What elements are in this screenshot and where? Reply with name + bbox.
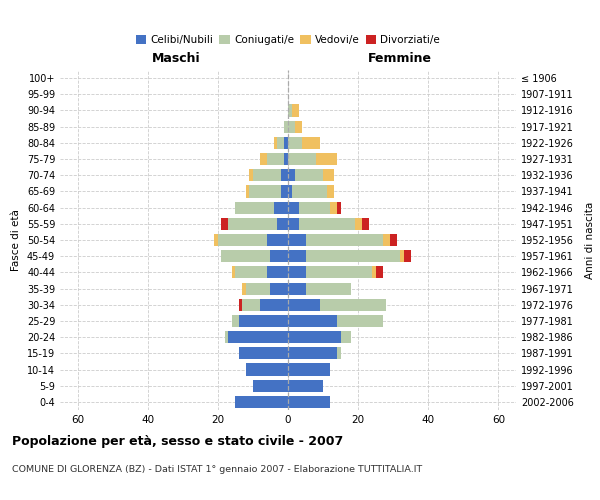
Bar — [400, 250, 404, 262]
Bar — [288, 218, 299, 230]
Bar — [341, 331, 351, 343]
Bar — [288, 331, 341, 343]
Bar — [277, 137, 284, 149]
Bar — [235, 266, 267, 278]
Bar — [337, 202, 341, 213]
Bar — [288, 250, 305, 262]
Bar — [284, 137, 288, 149]
Legend: Celibi/Nubili, Coniugati/e, Vedovi/e, Divorziati/e: Celibi/Nubili, Coniugati/e, Vedovi/e, Di… — [131, 31, 445, 50]
Text: Maschi: Maschi — [151, 52, 200, 65]
Bar — [235, 202, 274, 213]
Bar — [239, 348, 288, 360]
Bar — [260, 153, 267, 165]
Bar — [288, 234, 305, 246]
Bar — [288, 104, 292, 117]
Bar — [404, 250, 411, 262]
Y-axis label: Anni di nascita: Anni di nascita — [585, 202, 595, 278]
Bar — [253, 169, 281, 181]
Bar — [288, 315, 337, 327]
Bar — [383, 234, 390, 246]
Bar — [242, 298, 260, 311]
Bar — [299, 202, 330, 213]
Bar — [221, 218, 229, 230]
Bar — [239, 298, 242, 311]
Bar — [225, 331, 229, 343]
Bar — [271, 250, 288, 262]
Bar — [288, 153, 316, 165]
Bar — [305, 234, 383, 246]
Bar — [284, 153, 288, 165]
Bar — [229, 331, 288, 343]
Bar — [326, 186, 334, 198]
Bar — [288, 266, 305, 278]
Bar — [337, 348, 341, 360]
Bar — [229, 218, 277, 230]
Bar — [288, 120, 295, 132]
Bar — [330, 202, 337, 213]
Bar — [288, 282, 305, 294]
Bar — [232, 315, 239, 327]
Bar — [288, 202, 299, 213]
Bar — [323, 169, 334, 181]
Bar — [288, 348, 337, 360]
Bar — [288, 396, 330, 408]
Bar — [242, 282, 246, 294]
Bar — [376, 266, 383, 278]
Bar — [281, 186, 288, 198]
Bar — [305, 250, 400, 262]
Bar — [292, 104, 299, 117]
Bar — [288, 380, 323, 392]
Bar — [316, 153, 337, 165]
Text: COMUNE DI GLORENZA (BZ) - Dati ISTAT 1° gennaio 2007 - Elaborazione TUTTITALIA.I: COMUNE DI GLORENZA (BZ) - Dati ISTAT 1° … — [12, 465, 422, 474]
Bar — [299, 218, 355, 230]
Text: Femmine: Femmine — [368, 52, 432, 65]
Bar — [355, 218, 362, 230]
Bar — [390, 234, 397, 246]
Bar — [305, 282, 351, 294]
Bar — [267, 153, 284, 165]
Bar — [274, 202, 288, 213]
Bar — [235, 396, 288, 408]
Bar — [267, 266, 288, 278]
Bar — [232, 266, 235, 278]
Bar — [271, 282, 288, 294]
Bar — [372, 266, 376, 278]
Bar — [267, 234, 288, 246]
Text: Popolazione per età, sesso e stato civile - 2007: Popolazione per età, sesso e stato civil… — [12, 435, 343, 448]
Bar — [250, 169, 253, 181]
Bar — [362, 218, 368, 230]
Bar — [288, 169, 295, 181]
Bar — [239, 315, 288, 327]
Bar — [288, 186, 292, 198]
Bar — [218, 234, 267, 246]
Bar — [302, 137, 320, 149]
Bar — [295, 120, 302, 132]
Y-axis label: Fasce di età: Fasce di età — [11, 209, 21, 271]
Bar — [281, 169, 288, 181]
Bar — [305, 266, 372, 278]
Bar — [221, 250, 271, 262]
Bar — [246, 364, 288, 376]
Bar — [253, 380, 288, 392]
Bar — [246, 186, 250, 198]
Bar — [274, 137, 277, 149]
Bar — [295, 169, 323, 181]
Bar — [260, 298, 288, 311]
Bar — [288, 137, 302, 149]
Bar — [292, 186, 326, 198]
Bar — [337, 315, 383, 327]
Bar — [320, 298, 386, 311]
Bar — [277, 218, 288, 230]
Bar — [284, 120, 288, 132]
Bar — [288, 364, 330, 376]
Bar — [214, 234, 218, 246]
Bar — [246, 282, 271, 294]
Bar — [250, 186, 281, 198]
Bar — [288, 298, 320, 311]
